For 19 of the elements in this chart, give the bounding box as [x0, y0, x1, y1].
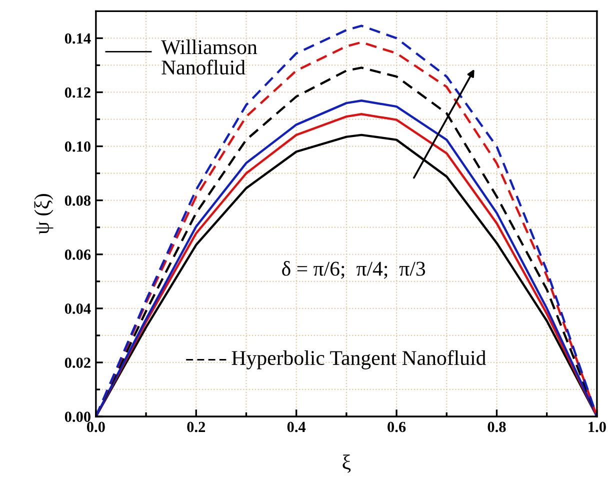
y-tick-label: 0.08 [64, 195, 91, 206]
annotation: Hyperbolic Tangent Nanofluid [232, 350, 486, 370]
x-axis-title: ξ [342, 454, 351, 473]
x-tick-label: 1.0 [588, 422, 606, 432]
x-tick-label: 0.2 [187, 422, 206, 432]
x-tick-label: 0.6 [388, 422, 406, 432]
y-tick-label: 0.14 [64, 33, 91, 44]
x-tick-label: 0.4 [287, 422, 306, 432]
y-tick-label: 0.02 [64, 358, 90, 368]
y-tick-label: 0.10 [64, 141, 90, 152]
annotation: Williamson Nanofluid [161, 40, 258, 75]
y-tick-label: 0.00 [64, 412, 90, 422]
y-tick-label: 0.12 [64, 87, 90, 98]
x-tick-label: 0.8 [488, 422, 506, 432]
annotation: δ = π/6; π/4; π/3 [282, 261, 426, 279]
y-tick-label: 0.06 [64, 250, 91, 260]
x-tick-label: 0.0 [86, 422, 105, 432]
y-tick-label: 0.04 [64, 304, 91, 314]
y-axis-title: ψ (ξ) [34, 194, 54, 234]
